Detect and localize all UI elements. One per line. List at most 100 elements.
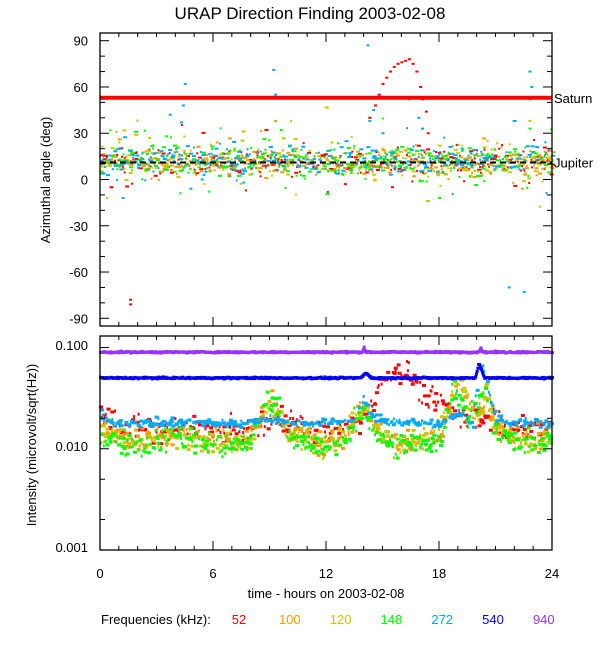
- data-point: [347, 430, 350, 434]
- data-point: [520, 445, 523, 449]
- series-940-khz: [99, 345, 554, 355]
- data-point: [373, 426, 376, 430]
- data-point: [458, 175, 461, 178]
- data-point: [221, 418, 224, 422]
- data-point: [284, 159, 287, 162]
- data-point: [393, 167, 396, 170]
- data-point: [376, 385, 379, 389]
- data-point: [411, 62, 415, 65]
- data-point: [366, 403, 371, 407]
- data-point: [382, 432, 385, 436]
- data-point: [235, 438, 240, 442]
- data-point: [322, 424, 327, 428]
- data-point: [393, 422, 396, 426]
- data-point: [446, 415, 449, 419]
- data-point: [455, 389, 458, 393]
- data-point: [301, 145, 306, 148]
- data-point: [482, 156, 487, 159]
- data-point: [133, 441, 138, 445]
- y-tick-label: 60: [74, 80, 88, 95]
- data-point: [229, 162, 232, 165]
- data-point: [212, 160, 215, 163]
- data-point: [350, 164, 355, 167]
- data-point: [493, 349, 497, 353]
- data-point: [201, 131, 206, 134]
- data-point: [212, 164, 215, 167]
- data-point: [468, 174, 473, 177]
- data-point: [534, 167, 539, 170]
- data-point: [429, 157, 432, 160]
- data-point: [443, 150, 446, 153]
- data-point: [462, 168, 467, 171]
- data-point: [339, 146, 344, 149]
- data-point: [512, 428, 517, 432]
- data-point: [308, 426, 313, 430]
- data-point: [168, 113, 172, 116]
- data-point: [360, 414, 363, 418]
- data-point: [148, 158, 153, 161]
- data-point: [162, 157, 167, 160]
- data-point: [153, 157, 156, 160]
- data-point: [223, 166, 228, 169]
- data-point: [476, 366, 480, 370]
- data-point: [443, 155, 448, 158]
- data-point: [389, 378, 392, 382]
- data-point: [351, 150, 354, 153]
- data-point: [348, 165, 351, 168]
- data-point: [513, 441, 516, 445]
- data-point: [106, 161, 109, 164]
- data-point: [331, 156, 334, 159]
- data-point: [525, 164, 528, 167]
- data-point: [198, 166, 201, 169]
- data-point: [286, 435, 289, 439]
- data-point: [298, 435, 303, 439]
- data-point: [236, 154, 241, 157]
- data-point: [235, 179, 238, 182]
- data-point: [397, 444, 400, 448]
- data-point: [507, 158, 512, 161]
- data-point: [160, 170, 165, 173]
- data-point: [487, 390, 490, 394]
- data-point: [459, 378, 464, 382]
- data-point: [458, 160, 463, 163]
- data-point: [229, 165, 234, 168]
- data-point: [547, 171, 550, 174]
- data-point: [375, 424, 380, 428]
- data-point: [444, 420, 447, 424]
- data-point: [368, 119, 372, 122]
- data-point: [248, 159, 253, 162]
- data-point: [211, 434, 216, 438]
- data-point: [207, 418, 212, 422]
- data-point: [420, 149, 425, 152]
- data-point: [111, 418, 114, 422]
- data-point: [135, 434, 140, 438]
- data-point: [406, 369, 409, 373]
- data-point: [247, 426, 250, 430]
- data-point: [124, 179, 129, 182]
- data-point: [238, 423, 243, 427]
- data-point: [477, 409, 482, 413]
- data-point: [201, 445, 204, 449]
- data-point: [467, 147, 472, 150]
- data-point: [156, 377, 160, 381]
- data-point: [242, 157, 247, 160]
- data-point: [521, 424, 526, 428]
- data-point: [528, 182, 531, 185]
- data-point: [247, 438, 252, 442]
- data-point: [230, 158, 233, 161]
- data-point: [529, 156, 534, 159]
- data-point: [378, 413, 383, 417]
- data-point: [316, 440, 319, 444]
- data-point: [146, 152, 149, 155]
- data-point: [401, 174, 404, 177]
- data-point: [382, 159, 385, 162]
- data-point: [430, 389, 433, 393]
- data-point: [469, 156, 472, 159]
- data-point: [283, 426, 286, 430]
- data-point: [510, 155, 513, 158]
- data-point: [440, 399, 445, 403]
- data-point: [344, 170, 347, 173]
- data-point: [358, 401, 361, 405]
- data-point: [159, 442, 164, 446]
- data-point: [115, 435, 118, 439]
